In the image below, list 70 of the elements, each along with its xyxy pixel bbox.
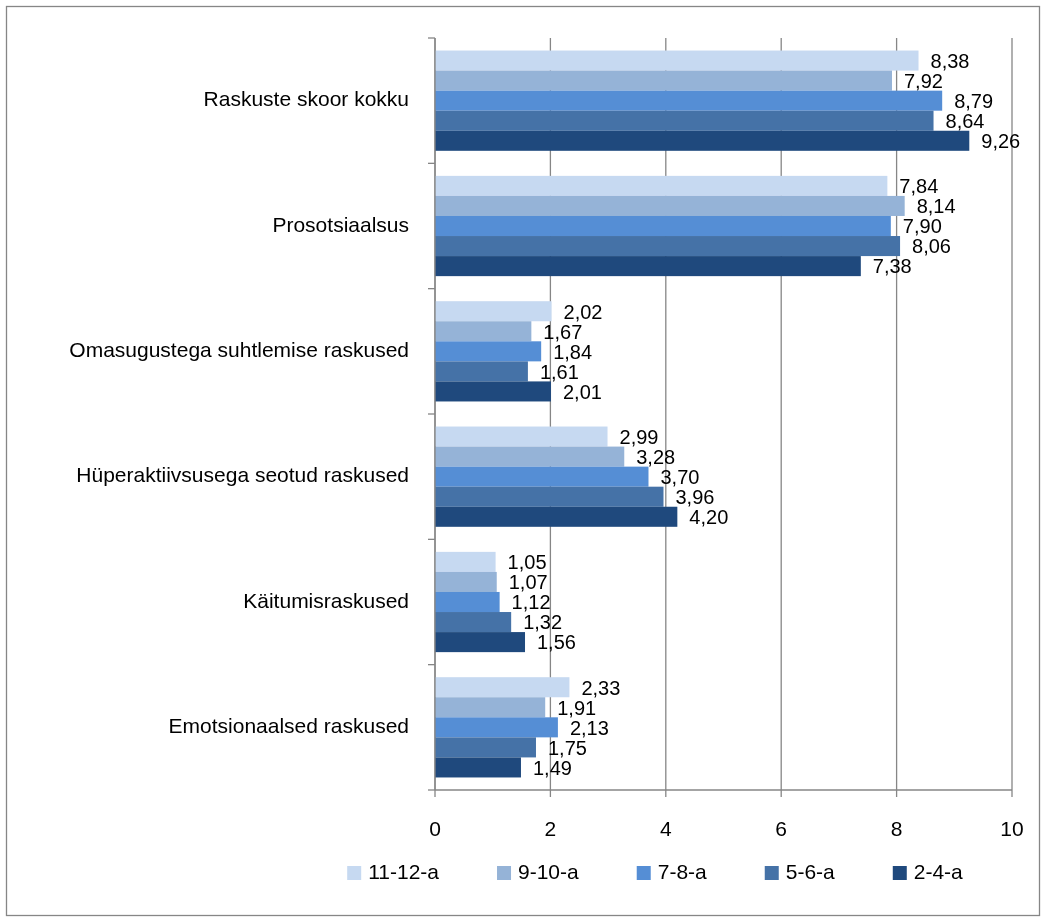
bar (435, 506, 678, 527)
data-label: 9,26 (981, 130, 1021, 153)
data-label: 1,07 (508, 571, 548, 594)
data-label: 1,56 (537, 631, 576, 654)
y-tick-label: Hüperaktiivsusega seotud raskused (76, 463, 409, 487)
bar (435, 110, 934, 131)
bar (435, 215, 891, 237)
y-tick-label: Emotsionaalsed raskused (168, 713, 409, 737)
bar (435, 632, 526, 653)
bar (435, 50, 919, 71)
bar (435, 486, 664, 507)
bar (435, 697, 546, 718)
x-tick-label: 2 (544, 816, 557, 840)
x-tick-label: 6 (775, 816, 788, 840)
data-label: 3,70 (660, 465, 700, 488)
legend-label: 7-8-a (657, 859, 708, 883)
bar (435, 321, 532, 342)
bar (435, 717, 558, 738)
data-label: 8,14 (916, 195, 956, 218)
bar (435, 757, 521, 778)
y-tick-label: Prosotsiaalsus (272, 212, 409, 236)
bar (435, 426, 608, 447)
y-tick-label: Omasugustega suhtlemise raskused (69, 337, 409, 361)
x-tick-label: 4 (659, 816, 672, 840)
x-tick-label: 10 (1000, 816, 1024, 840)
y-tick-label: Käitumisraskused (243, 588, 409, 612)
data-label: 7,90 (902, 215, 942, 238)
data-label: 4,20 (689, 506, 729, 529)
bar (435, 612, 512, 633)
legend-label: 9-10-a (518, 859, 580, 883)
data-label: 1,12 (511, 591, 551, 614)
legend-label: 5-6-a (785, 859, 836, 883)
data-label: 7,84 (899, 175, 939, 198)
data-label: 7,92 (903, 69, 943, 92)
data-label: 8,79 (954, 89, 994, 112)
bar (435, 677, 570, 698)
bar (435, 195, 905, 216)
bar (435, 90, 943, 111)
bar (435, 446, 625, 467)
data-label: 2,33 (581, 676, 621, 699)
data-label: 8,06 (912, 235, 951, 258)
data-label: 7,38 (872, 255, 912, 278)
bar (435, 571, 497, 592)
data-label: 3,96 (675, 486, 715, 508)
data-label: 1,32 (523, 611, 563, 634)
x-tick-label: 0 (429, 816, 441, 840)
legend-label: 11-12-a (368, 859, 440, 883)
bar (435, 301, 552, 322)
bar (435, 737, 536, 758)
data-label: 1,05 (507, 551, 547, 574)
data-label: 8,64 (945, 110, 985, 132)
bar (435, 130, 970, 151)
legend-label: 2-4-a (913, 859, 964, 883)
bar (435, 341, 542, 362)
bar (435, 361, 528, 382)
data-label: 2,02 (563, 300, 603, 323)
data-label: 8,38 (930, 49, 970, 72)
data-label: 2,01 (562, 380, 602, 403)
y-tick-label: Raskuste skoor kokku (203, 87, 409, 111)
bar (435, 256, 861, 277)
bar (435, 466, 649, 487)
bar (435, 591, 500, 613)
x-tick-label: 8 (890, 816, 903, 840)
bar (435, 70, 892, 91)
bar (435, 175, 888, 196)
data-label: 3,28 (636, 445, 676, 468)
bar (435, 236, 901, 257)
bar (435, 381, 551, 402)
bar (435, 551, 496, 572)
data-label: 2,99 (619, 425, 659, 448)
